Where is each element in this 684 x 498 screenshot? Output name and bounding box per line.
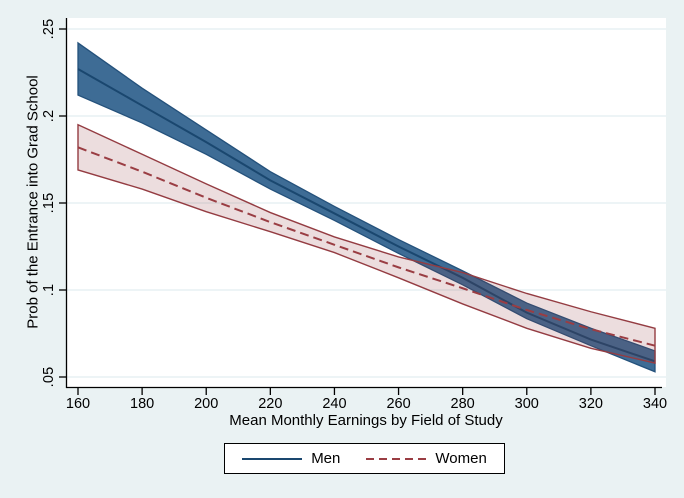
x-tick-label: 160 — [65, 396, 91, 412]
x-tick-label: 200 — [194, 396, 219, 412]
legend-label-women: Women — [435, 450, 487, 467]
x-tick-label: 300 — [514, 396, 539, 412]
x-tick-label: 220 — [258, 396, 283, 412]
y-tick-label: .15 — [41, 192, 57, 214]
x-tick-label: 340 — [642, 396, 668, 412]
x-tick-label: 320 — [578, 396, 603, 412]
x-tick-label: 260 — [386, 396, 411, 412]
x-tick-label: 180 — [130, 396, 155, 412]
x-axis-title: Mean Monthly Earnings by Field of Study — [229, 412, 503, 429]
men-ci-band — [77, 41, 656, 373]
y-tick-label: .05 — [41, 366, 57, 388]
y-tick-label: .25 — [41, 18, 57, 40]
legend-label-men: Men — [311, 450, 341, 467]
y-axis-title: Prob of the Entrance into Grad School — [24, 75, 42, 329]
x-tick-label: 240 — [322, 396, 347, 412]
y-tick-label: .2 — [41, 109, 57, 123]
y-tick-label: .1 — [41, 283, 57, 297]
women-line-sample — [366, 457, 427, 460]
legend: Men Women — [224, 443, 505, 474]
men-line — [77, 68, 656, 363]
women-line — [77, 146, 656, 347]
women-ci-band — [77, 123, 656, 364]
x-tick-label: 280 — [450, 396, 475, 412]
men-line-sample — [242, 457, 303, 460]
